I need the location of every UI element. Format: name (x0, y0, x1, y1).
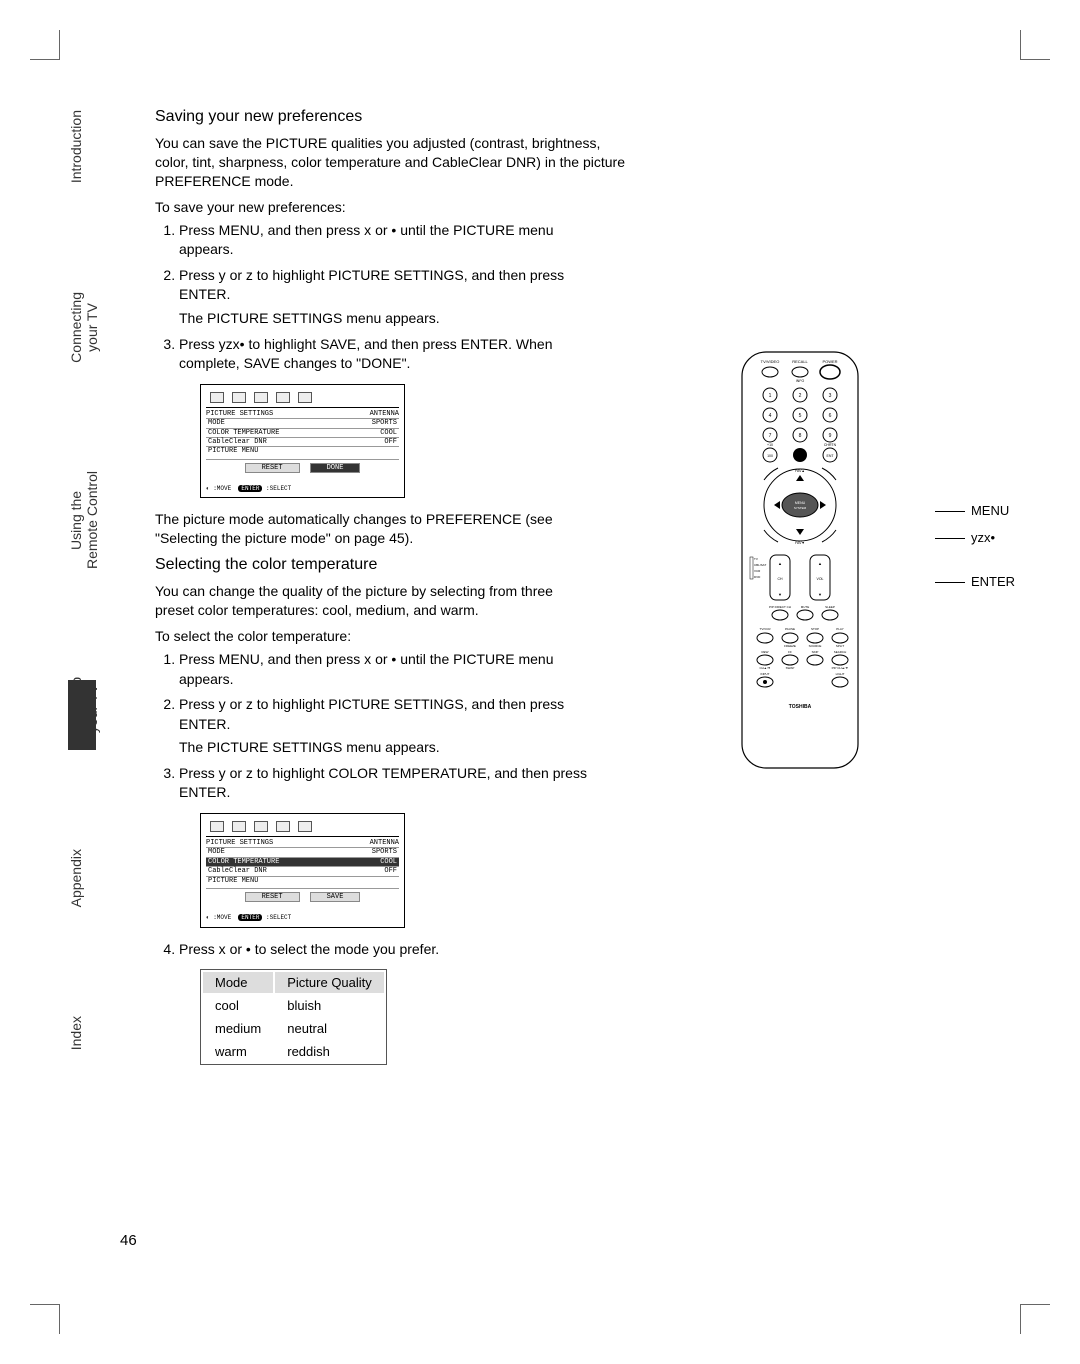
svg-text:CH▲/▼: CH▲/▼ (759, 666, 770, 670)
save-step1: Press MENU, and then press x or • until … (179, 221, 609, 260)
svg-text:9: 9 (829, 433, 832, 439)
svg-text:SYSTEM: SYSTEM (794, 506, 807, 510)
svg-text:1: 1 (769, 393, 772, 399)
svg-text:SEARCH: SEARCH (834, 650, 847, 654)
table-row: coolbluish (203, 995, 384, 1016)
svg-text:TV: TV (754, 557, 758, 561)
svg-text:TOSHIBA: TOSHIBA (789, 704, 812, 710)
svg-text:PIP CH▲/▼: PIP CH▲/▼ (832, 666, 849, 670)
remote-callouts: MENU yzx• ENTER (935, 497, 1015, 595)
svg-text:2: 2 (799, 393, 802, 399)
svg-text:LIGHT: LIGHT (836, 672, 845, 676)
color-step3: Press y or z to highlight COLOR TEMPERAT… (179, 764, 609, 803)
svg-text:▲: ▲ (818, 561, 822, 566)
color-step1: Press MENU, and then press x or • until … (179, 650, 609, 689)
svg-text:8: 8 (799, 433, 802, 439)
sidebar-item-appendix: Appendix (68, 839, 108, 917)
remote-control: TV/VIDEO RECALL POWER INFO 1 2 3 4 5 6 7… (740, 350, 940, 775)
svg-text:100: 100 (767, 454, 773, 458)
color-step2: Press y or z to highlight PICTURE SETTIN… (179, 695, 609, 758)
osd-icon (254, 821, 268, 832)
svg-text:RECALL: RECALL (792, 359, 808, 364)
svg-text:TV/VCR: TV/VCR (759, 627, 771, 631)
osd-icon (254, 392, 268, 403)
svg-text:CBL/SAT: CBL/SAT (754, 563, 766, 567)
table-row: mediumneutral (203, 1018, 384, 1039)
svg-text:STOP: STOP (811, 627, 819, 631)
svg-text:VOL: VOL (816, 577, 823, 581)
heading-save: Saving your new preferences (155, 108, 875, 126)
svg-text:FF: FF (788, 650, 792, 654)
svg-text:3: 3 (829, 393, 832, 399)
osd-icon (210, 392, 224, 403)
save-step3: Press yzx• to highlight SAVE, and then p… (179, 335, 609, 374)
svg-text:VCR: VCR (754, 569, 761, 573)
osd-icon (232, 821, 246, 832)
steps-color-4: Press x or • to select the mode you pref… (179, 940, 609, 960)
svg-text:6: 6 (829, 413, 832, 419)
svg-text:+10: +10 (767, 443, 773, 447)
svg-text:DVD: DVD (754, 575, 761, 579)
svg-text:PLAY: PLAY (836, 627, 843, 631)
svg-text:CH: CH (777, 577, 783, 581)
intro-save: You can save the PICTURE qualities you a… (155, 134, 625, 191)
table-row: warmreddish (203, 1041, 384, 1062)
svg-text:POWER: POWER (822, 359, 837, 364)
svg-text:SLEEP: SLEEP (825, 605, 835, 609)
sidebar-item-index: Index (68, 1006, 108, 1060)
save-step2: Press y or z to highlight PICTURE SETTIN… (179, 266, 609, 329)
after-osd-save: The picture mode automatically changes t… (155, 510, 595, 548)
svg-text:7: 7 (769, 433, 772, 439)
intro-color: You can change the quality of the pictur… (155, 582, 595, 620)
sidebar-item-remote: Using the Remote Control (68, 461, 108, 579)
svg-text:PIP DIRECT CH: PIP DIRECT CH (769, 605, 791, 609)
osd-icon (298, 392, 312, 403)
svg-text:MUTE: MUTE (801, 605, 810, 609)
svg-text:▲: ▲ (778, 561, 782, 566)
svg-text:SKIP: SKIP (812, 650, 819, 654)
mode-table: Mode Picture Quality coolbluish mediumne… (200, 969, 387, 1065)
osd-icon (298, 821, 312, 832)
svg-text:INPUT: INPUT (761, 672, 770, 676)
osd-save: PICTURE SETTINGSANTENNA MODESPORTS COLOR… (200, 384, 405, 499)
steps-color: Press MENU, and then press x or • until … (179, 650, 609, 803)
svg-text:▼: ▼ (818, 592, 822, 597)
svg-text:MENU: MENU (795, 501, 806, 505)
lead-save: To save your new preferences: (155, 199, 875, 215)
svg-text:FAV▲: FAV▲ (795, 469, 805, 473)
svg-text:SWAP: SWAP (786, 666, 795, 670)
svg-text:REW: REW (762, 650, 769, 654)
svg-text:TV/VIDEO: TV/VIDEO (761, 359, 780, 364)
sidebar-active-tab (68, 680, 96, 750)
osd-icon (210, 821, 224, 832)
label-menu: MENU (935, 497, 1015, 524)
osd-icon (276, 392, 290, 403)
svg-text:ENT: ENT (827, 454, 835, 458)
color-step4: Press x or • to select the mode you pref… (179, 940, 609, 960)
osd-icon-row (206, 819, 399, 836)
svg-text:▼: ▼ (778, 592, 782, 597)
steps-save: Press MENU, and then press x or • until … (179, 221, 609, 374)
osd-icon (276, 821, 290, 832)
svg-text:SPLIT: SPLIT (836, 644, 845, 648)
svg-text:4: 4 (769, 413, 772, 419)
osd-icon-row (206, 390, 399, 407)
svg-text:PAUSE: PAUSE (785, 627, 795, 631)
osd-color: PICTURE SETTINGSANTENNA MODESPORTS COLOR… (200, 813, 405, 928)
label-enter: ENTER (935, 568, 1015, 595)
svg-text:FAV▼: FAV▼ (795, 541, 805, 545)
osd-icon (232, 392, 246, 403)
svg-text:SOURCE: SOURCE (809, 644, 822, 648)
sidebar-item-connecting: Connecting your TV (68, 282, 108, 373)
svg-text:INFO: INFO (796, 379, 805, 383)
sidebar-nav: Introduction Connecting your TV Using th… (68, 100, 108, 1060)
page-number: 46 (120, 1232, 137, 1249)
svg-text:FREEZE: FREEZE (784, 644, 796, 648)
sidebar-item-intro: Introduction (68, 100, 108, 193)
svg-text:CHRTN: CHRTN (824, 443, 837, 447)
svg-text:5: 5 (799, 413, 802, 419)
label-arrows: yzx• (935, 524, 1015, 551)
